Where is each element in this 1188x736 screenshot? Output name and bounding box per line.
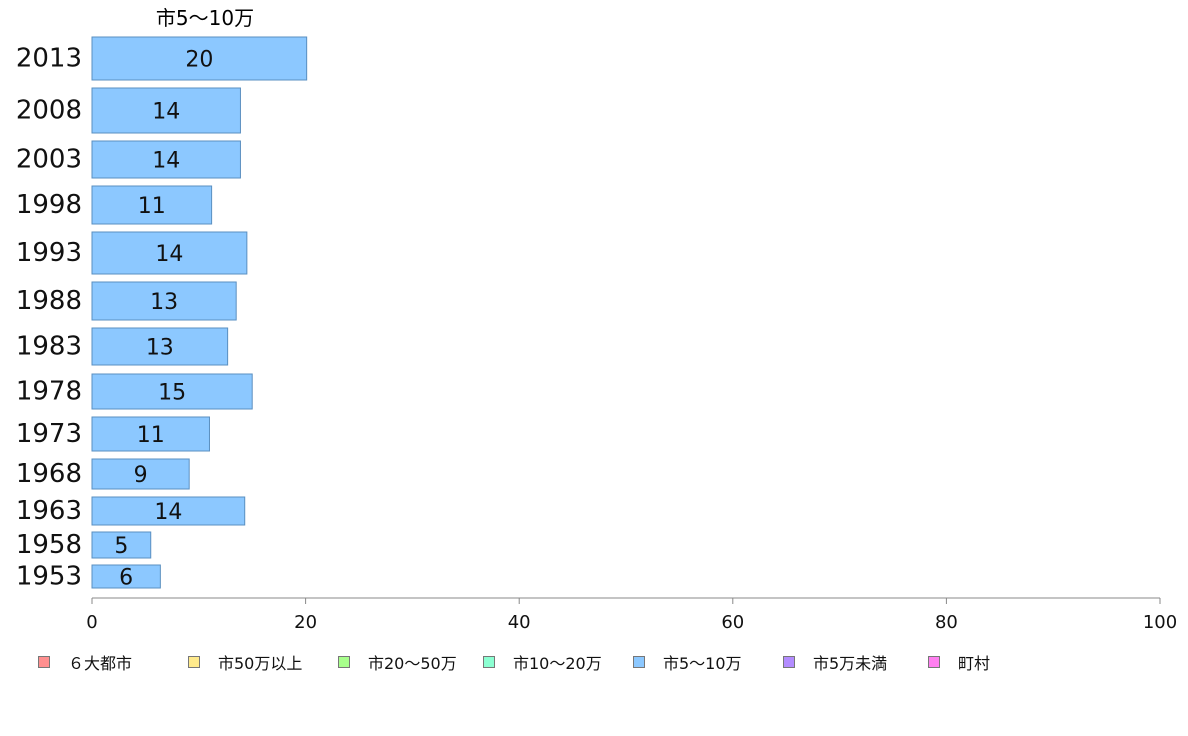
legend-item-6: 町村 (928, 652, 991, 673)
bar-1998 (91, 185, 213, 225)
legend-swatch-3 (483, 656, 495, 668)
y-tick-label-1963: 1963 (16, 496, 82, 526)
legend-item-5: 市5万未満 (783, 652, 888, 673)
data-label-2003: 14 (152, 149, 180, 174)
data-label-1993: 14 (155, 242, 183, 267)
legend-swatch-4 (633, 656, 645, 668)
bar-1953 (91, 564, 161, 589)
data-label-2013: 20 (185, 48, 213, 73)
data-label-1978: 15 (158, 381, 186, 406)
bar-2003 (91, 140, 241, 179)
bar-1993 (91, 231, 248, 275)
y-tick-label-1968: 1968 (16, 459, 82, 489)
legend-swatch-5 (783, 656, 795, 668)
x-tick-label-20: 20 (294, 612, 317, 633)
y-tick-label-1953: 1953 (16, 562, 82, 592)
data-label-1988: 13 (150, 290, 178, 315)
bar-1973 (91, 416, 210, 452)
data-label-1963: 14 (154, 500, 182, 525)
series-label: 市5〜10万 (156, 6, 254, 30)
legend-swatch-0 (38, 656, 50, 668)
legend-swatch-6 (928, 656, 940, 668)
data-label-1998: 11 (138, 194, 166, 219)
bar-1978 (91, 373, 253, 410)
y-tick-label-1993: 1993 (16, 238, 82, 268)
legend-label-3: 市10〜20万 (513, 654, 602, 673)
legend-item-2: 市20〜50万 (338, 652, 457, 673)
x-tick-label-0: 0 (86, 612, 97, 633)
y-tick-label-2003: 2003 (16, 145, 82, 175)
legend-label-5: 市5万未満 (813, 654, 888, 673)
legend-item-1: 市50万以上 (188, 652, 303, 673)
legend-item-4: 市5〜10万 (633, 652, 742, 673)
y-tick-label-1998: 1998 (16, 190, 82, 220)
y-tick-label-1983: 1983 (16, 332, 82, 362)
data-label-1983: 13 (146, 336, 174, 361)
legend: ６大都市 市50万以上 市20〜50万 市10〜20万 市5〜10万 市5万未満 町村 (38, 652, 1038, 673)
data-label-1973: 11 (137, 423, 165, 448)
legend-label-2: 市20〜50万 (368, 654, 457, 673)
x-tick-label-80: 80 (935, 612, 958, 633)
y-tick-label-2013: 2013 (16, 44, 82, 74)
y-tick-label-2008: 2008 (16, 96, 82, 126)
bar-2008 (91, 87, 241, 134)
data-label-1953: 6 (119, 566, 133, 591)
data-label-1968: 9 (134, 463, 148, 488)
y-tick-label-1973: 1973 (16, 419, 82, 449)
x-tick-label-60: 60 (721, 612, 744, 633)
x-tick-label-40: 40 (508, 612, 531, 633)
bar-1958 (91, 531, 152, 559)
data-label-1958: 5 (114, 534, 128, 559)
y-tick-label-1978: 1978 (16, 377, 82, 407)
legend-label-6: 町村 (958, 654, 991, 673)
legend-item-3: 市10〜20万 (483, 652, 602, 673)
bar-1988 (91, 281, 237, 321)
bar-1983 (91, 327, 229, 366)
bar-1963 (91, 496, 246, 526)
legend-label-0: ６大都市 (68, 654, 133, 673)
bar-2013 (91, 36, 308, 81)
y-tick-label-1988: 1988 (16, 286, 82, 316)
data-label-2008: 14 (152, 100, 180, 125)
legend-label-4: 市5〜10万 (663, 654, 742, 673)
y-tick-label-1958: 1958 (16, 530, 82, 560)
legend-swatch-2 (338, 656, 350, 668)
x-tick-label-100: 100 (1143, 612, 1177, 633)
legend-swatch-1 (188, 656, 200, 668)
bar-1968 (91, 458, 190, 490)
legend-label-1: 市50万以上 (218, 654, 303, 673)
legend-item-0: ６大都市 (38, 652, 133, 673)
